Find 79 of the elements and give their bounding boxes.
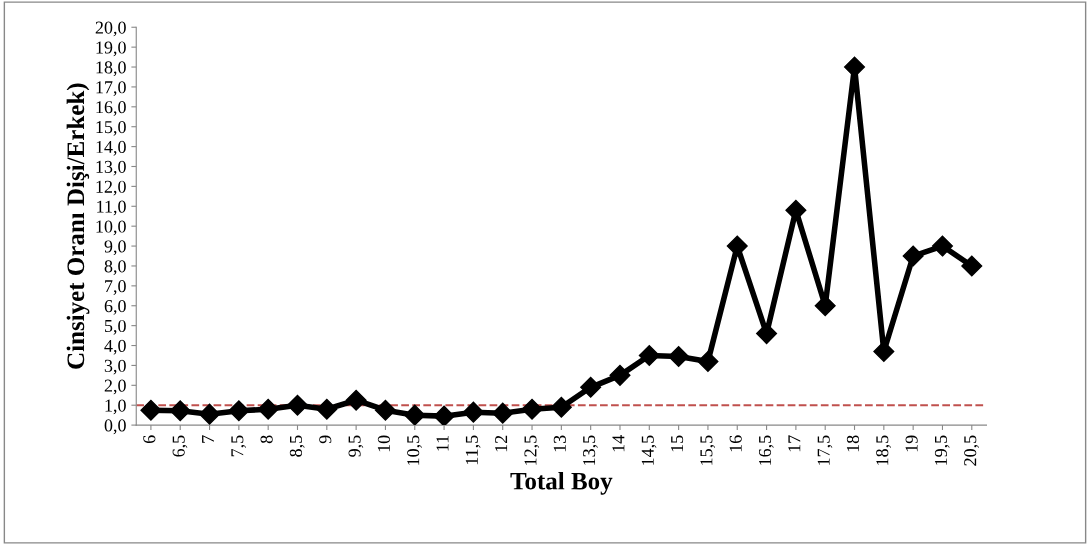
x-tick-label: 9 xyxy=(319,435,332,444)
x-tick-label: 13 xyxy=(553,435,566,452)
x-tick-label: 15,5 xyxy=(700,435,716,465)
y-tick-label: 14,0 xyxy=(96,140,126,156)
y-tick-label: 16,0 xyxy=(96,101,126,116)
x-tick-label: 14,5 xyxy=(641,435,657,465)
point xyxy=(961,255,983,277)
point xyxy=(462,401,484,423)
point xyxy=(286,394,309,416)
x-tick-label: 7 xyxy=(202,435,214,443)
point xyxy=(257,398,279,420)
x-tick-label: 9,5 xyxy=(348,435,364,457)
y-tick-label: 9,0 xyxy=(104,240,126,256)
point xyxy=(902,245,924,267)
y-tick-label: 20,0 xyxy=(95,21,126,37)
x-tick-label: 20,5 xyxy=(964,435,979,466)
point xyxy=(345,389,367,411)
point xyxy=(199,403,221,425)
point xyxy=(668,345,690,367)
y-tick-label: 0,0 xyxy=(104,419,126,435)
y-tick-label: 17,0 xyxy=(96,81,126,96)
x-tick-label: 10 xyxy=(377,435,390,452)
y-tick-label: 8,0 xyxy=(104,260,126,275)
x-tick-label: 18,5 xyxy=(876,435,891,465)
x-tick-label: 11 xyxy=(436,435,449,451)
x-tick-label: 8,5 xyxy=(289,435,305,457)
point xyxy=(697,350,719,372)
x-tick-label: 7,5 xyxy=(231,435,246,457)
x-tick-label: 14 xyxy=(612,435,625,452)
y-tick-label: 13,0 xyxy=(96,160,126,176)
x-tick-label: 6,5 xyxy=(172,435,188,457)
point xyxy=(433,405,455,426)
point xyxy=(609,364,631,386)
point xyxy=(931,235,953,257)
y-tick-label: 1,0 xyxy=(105,399,126,415)
point xyxy=(492,402,514,424)
point xyxy=(316,398,338,420)
x-tick-label: 16,5 xyxy=(758,435,774,465)
y-axis-title: Cinsiyet Oranı Dişi/Erkek) xyxy=(66,83,90,369)
x-tick-label: 17,5 xyxy=(817,435,833,465)
y-tick-label: 3,0 xyxy=(104,359,126,375)
x-tick-label: 12 xyxy=(495,435,508,452)
x-tick-label: 8 xyxy=(260,435,273,444)
y-tick-label: 12,0 xyxy=(96,180,126,196)
point xyxy=(169,400,191,422)
point xyxy=(638,344,660,366)
point xyxy=(521,398,543,420)
y-tick-label: 2,0 xyxy=(104,379,126,395)
y-tick-label: 11,0 xyxy=(97,200,126,216)
point xyxy=(228,400,250,422)
x-tick-label: 10,5 xyxy=(407,435,422,465)
x-tick-label: 19 xyxy=(905,435,918,452)
y-tick-label: 6,0 xyxy=(104,300,126,315)
y-tick-label: 18,0 xyxy=(96,61,126,77)
point xyxy=(756,323,778,345)
point xyxy=(726,235,748,257)
point xyxy=(140,399,162,421)
point xyxy=(844,56,866,78)
x-tick-label: 18 xyxy=(846,435,860,452)
x-tick-label: 17 xyxy=(788,435,801,452)
point xyxy=(404,404,426,426)
x-axis-title: Total Boy xyxy=(510,471,613,495)
x-tick-label: 16 xyxy=(729,435,742,452)
y-tick-label: 10,0 xyxy=(96,220,126,236)
y-tick-label: 15,0 xyxy=(96,120,126,136)
y-tick-label: 19,0 xyxy=(96,41,126,57)
point xyxy=(550,396,572,418)
point xyxy=(814,295,836,317)
y-tick-label: 5,0 xyxy=(105,319,126,335)
x-tick-label: 13,5 xyxy=(583,435,598,465)
x-tick-label: 19,5 xyxy=(934,435,950,465)
x-tick-label: 11,5 xyxy=(465,435,481,465)
x-tick-label: 15 xyxy=(671,435,684,452)
y-tick-label: 4,0 xyxy=(104,339,126,355)
x-tick-label: 6 xyxy=(143,435,156,444)
point xyxy=(580,376,602,398)
point xyxy=(374,399,396,421)
y-tick-label: 7,0 xyxy=(105,280,126,295)
x-tick-label: 12,5 xyxy=(524,435,540,465)
